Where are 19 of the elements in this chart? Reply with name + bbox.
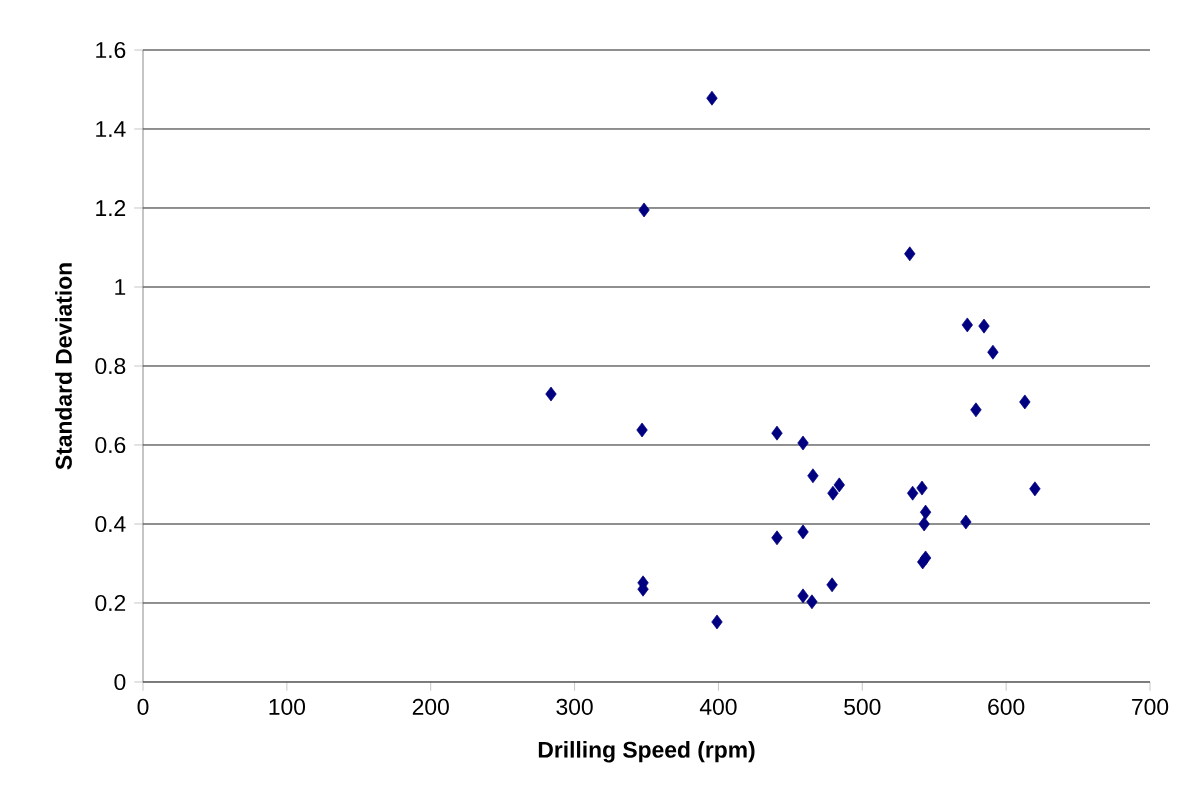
y-tick-label: 0.2 bbox=[95, 594, 126, 612]
x-tick-label: 700 bbox=[1132, 698, 1169, 715]
y-tick-label: 0.6 bbox=[95, 436, 126, 454]
x-tick-label: 400 bbox=[699, 698, 737, 715]
x-tick-label: 600 bbox=[988, 698, 1025, 715]
y-tick-label: 0.4 bbox=[95, 515, 126, 533]
y-tick-label: 0.8 bbox=[95, 357, 126, 375]
x-tick-label: 500 bbox=[844, 698, 881, 715]
y-tick-label: 1.2 bbox=[96, 200, 126, 216]
y-tick-label: 1.6 bbox=[96, 41, 126, 59]
x-tick-label: 300 bbox=[556, 698, 593, 715]
x-tick-label: 100 bbox=[269, 698, 306, 715]
x-tick-label: 200 bbox=[412, 698, 449, 715]
y-tick-label: 0 bbox=[114, 673, 126, 691]
x-axis-title: Drilling Speed (rpm) bbox=[538, 741, 755, 763]
y-axis-title: Standard Deviation bbox=[55, 263, 72, 470]
x-tick-label: 0 bbox=[137, 698, 149, 715]
y-tick-label: 1 bbox=[115, 279, 126, 295]
y-tick-label: 1.4 bbox=[96, 121, 126, 137]
